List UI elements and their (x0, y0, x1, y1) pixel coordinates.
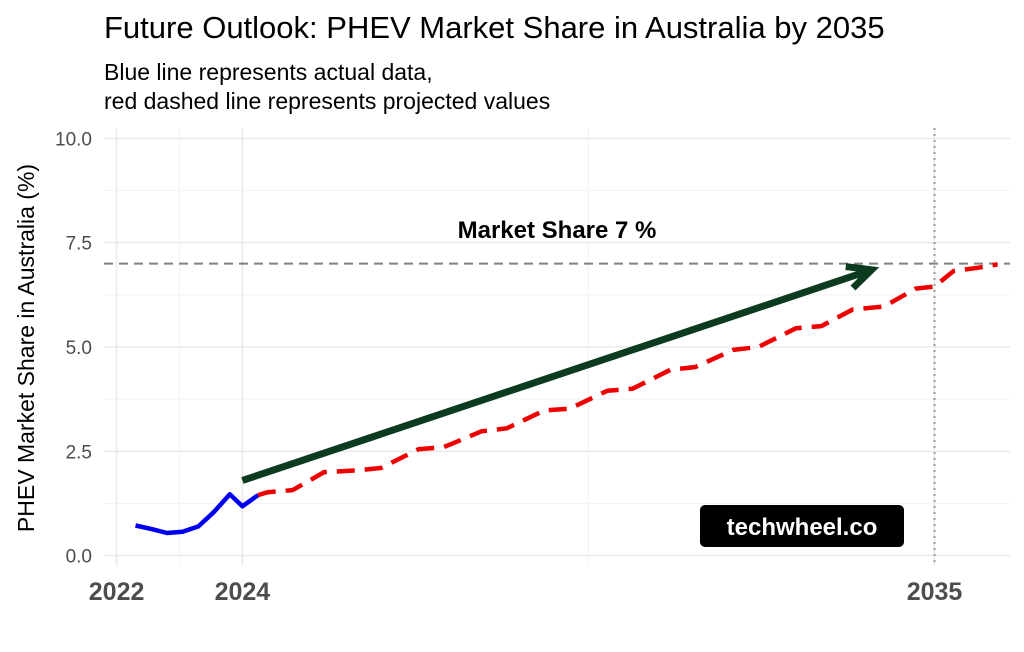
x-tick-label: 2035 (907, 578, 963, 606)
y-tick-labels: 0.0 2.5 5.0 7.5 10.0 (55, 129, 92, 567)
reference-lines (104, 128, 1010, 566)
chart-title: Future Outlook: PHEV Market Share in Aus… (104, 10, 885, 45)
grid-major (104, 128, 1010, 566)
series-actual-line (135, 492, 260, 536)
x-tick-label: 2024 (215, 578, 271, 606)
trend-arrow-shaft (241, 268, 868, 484)
series-projected-line (257, 262, 998, 498)
y-tick-label: 5.0 (66, 338, 92, 359)
y-tick-label: 10.0 (55, 129, 92, 150)
chart-subtitle-line-1: Blue line represents actual data, (104, 59, 433, 85)
watermark-text: techwheel.co (727, 514, 878, 541)
arrow-layer (241, 263, 880, 484)
chart-subtitle-line-2: red dashed line represents projected val… (104, 88, 550, 114)
y-tick-label: 0.0 (66, 547, 92, 568)
x-tick-label: 2022 (89, 578, 145, 606)
y-tick-label: 2.5 (66, 442, 92, 463)
trend-arrow-head (845, 263, 880, 291)
x-tick-labels: 2022 2024 2035 (89, 578, 963, 606)
annotation-market-share: Market Share 7 % (458, 217, 657, 244)
watermark-background (700, 505, 904, 547)
y-tick-label: 7.5 (66, 234, 92, 255)
watermark-badge: techwheel.co (700, 505, 904, 547)
series-layer (135, 262, 998, 536)
y-axis-label: PHEV Market Share in Australia (%) (13, 164, 39, 532)
